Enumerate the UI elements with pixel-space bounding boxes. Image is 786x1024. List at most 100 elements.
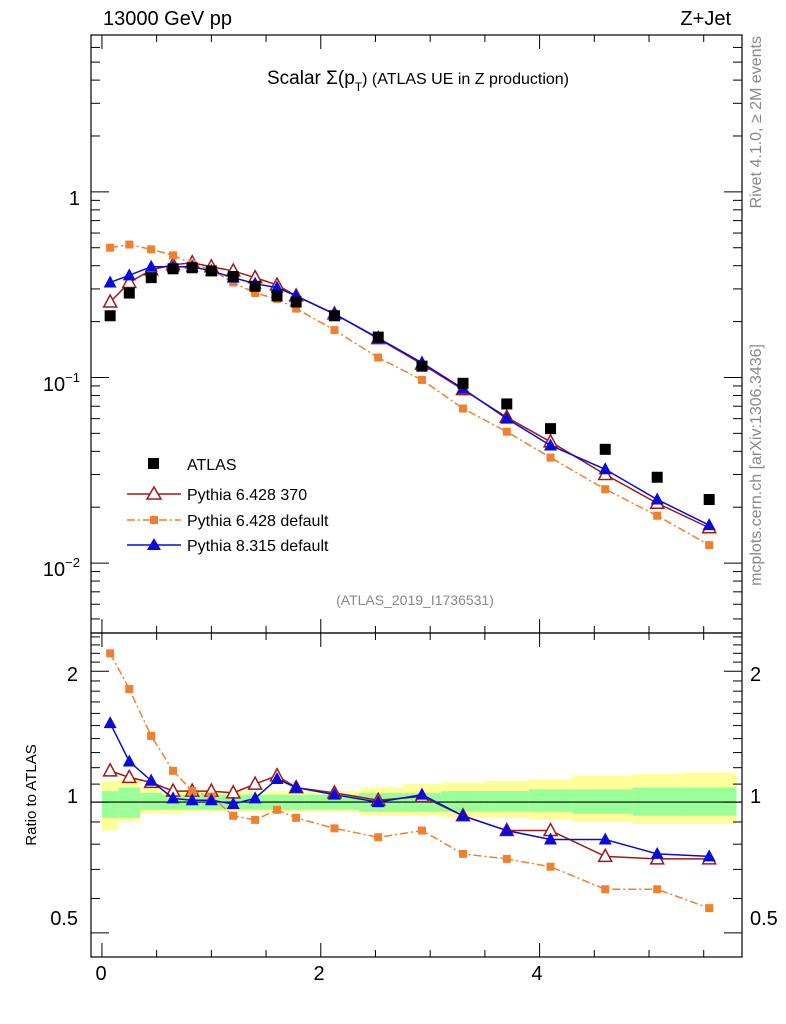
atlas-point [271, 290, 283, 302]
ratio-y-tick-0-5-left: 0.5 [50, 908, 78, 930]
pythia-6-428-default-point [502, 854, 511, 863]
pythia-8-315-default-point [327, 787, 341, 800]
y-tick-label-0-1: 10−1 [43, 370, 80, 396]
pythia-6-428-370-point [121, 768, 138, 784]
pythia-6-428-default-point [106, 243, 115, 252]
legend-marker-pythia6-default [150, 516, 158, 524]
pythia-6-428-default-point [273, 805, 281, 814]
axis-ticks [91, 34, 742, 957]
pythia-6-428-default-point [125, 240, 134, 249]
pythia-8-315-default-point [248, 791, 262, 804]
ratio-y-tick-0-5-right: 0.5 [750, 908, 778, 930]
pythia-8-315-default-point [702, 518, 716, 531]
pythia-6-428-default-point [330, 824, 339, 833]
pythia-8-315-default-point [289, 780, 303, 793]
pythia-8-315-default-point [144, 259, 158, 272]
pythia-6-428-default-point [106, 649, 115, 658]
pythia-8-315-default-point [415, 787, 429, 800]
pythia-6-428-default-point [251, 815, 260, 824]
pythia-6-428-default-point [417, 826, 426, 835]
inner-band-segment [101, 791, 119, 818]
x-tick-label-0: 0 [95, 963, 106, 985]
legend-label-atlas: ATLAS [187, 457, 237, 474]
x-tick-label-2: 2 [313, 963, 324, 985]
pythia-6-428-default-point [705, 904, 714, 913]
pythia-6-428-default-point [147, 731, 156, 740]
pythia-6-428-default-point [125, 685, 134, 694]
atlas-point [205, 265, 217, 277]
pythia-6-428-default-point [459, 849, 467, 858]
pythia-8-315-default-point [103, 275, 117, 288]
inner-band-segment [484, 791, 529, 812]
pythia-6-428-default-point [188, 787, 197, 796]
inner-band-segment [441, 791, 485, 812]
pythia-6-428-default-point [292, 304, 301, 313]
legend: ATLAS Pythia 6.428 370 Pythia 6.428 defa… [127, 457, 329, 555]
atlas-point [703, 494, 715, 506]
pythia-6-428-default-point [229, 811, 238, 820]
pythia-8-315-default-point [226, 796, 240, 809]
pythia-6-428-370-point [597, 847, 613, 863]
atlas-point [328, 310, 340, 322]
atlas-point [599, 443, 611, 455]
atlas-point [123, 287, 135, 299]
atlas-point [372, 331, 384, 343]
legend-marker-pythia8 [147, 538, 161, 550]
pythia-6-428-default-point [546, 862, 555, 871]
atlas-point [501, 398, 513, 410]
pythia-6-428-default-point [546, 453, 555, 462]
pythia-8-315-default-point [650, 846, 664, 859]
pythia-8-315-default-point [371, 795, 385, 808]
mcplots-reference-label: mcplots.cern.ch [arXiv:1306.3436] [748, 344, 765, 586]
pythia-8-315-default-point [185, 793, 199, 806]
atlas-point [290, 296, 302, 308]
pythia-6-428-default-point [374, 353, 383, 362]
atlas-point [416, 360, 428, 372]
pythia-6-428-370-point [247, 775, 263, 790]
pythia-6-428-default-point [705, 541, 714, 550]
pythia-6-428-default-point [653, 511, 662, 520]
pythia-8-315-default-point [544, 438, 558, 451]
pythia-8-315-default-point [270, 280, 284, 293]
ratio-y-tick-2-right: 2 [750, 664, 761, 686]
main-panel-series [102, 240, 717, 550]
ratio-panel-frame [90, 632, 743, 958]
pythia-8-315-default-point [166, 791, 180, 804]
y-tick-label-1: 1 [69, 188, 80, 210]
pythia-6-428-default-point [330, 326, 339, 335]
pythia-6-428-370-point [102, 762, 118, 777]
ratio-panel-series [102, 649, 717, 913]
pythia-8-315-default-point [598, 832, 612, 845]
inner-band-segment [140, 792, 163, 810]
pythia-8-315-default-point [500, 411, 514, 424]
pythia-6-428-default-point [653, 885, 662, 894]
legend-marker-pythia6-370 [145, 485, 163, 500]
ratio-y-axis-title: Ratio to ATLAS [23, 744, 40, 845]
pythia-6-428-default-point [169, 766, 178, 775]
pythia-6-428-370-point [121, 273, 138, 289]
plot-title: Scalar Σ(pT) (ATLAS UE in Z production) [267, 68, 569, 94]
analysis-id-label: (ATLAS_2019_I1736531) [336, 592, 494, 608]
atlas-point [457, 377, 469, 389]
x-tick-label-4: 4 [531, 963, 542, 985]
energy-label: 13000 GeV pp [103, 8, 232, 30]
pythia-6-428-default-point [169, 251, 178, 260]
ratio-y-tick-2-left: 2 [67, 664, 78, 686]
atlas-point [249, 280, 261, 292]
atlas-point [104, 310, 116, 322]
process-label: Z+Jet [680, 8, 731, 30]
pythia-8-315-default-point [144, 773, 158, 786]
legend-label-pythia6-default: Pythia 6.428 default [187, 513, 329, 530]
pythia-6-428-default-point [502, 427, 511, 436]
pythia-6-428-default-point [459, 404, 467, 413]
pythia-6-428-default-point [417, 375, 426, 384]
pythia-6-428-default-point [292, 813, 301, 822]
pythia-6-428-default-point [147, 245, 156, 254]
pythia-8-315-default-point [702, 849, 716, 862]
ratio-y-tick-1-right: 1 [750, 786, 761, 808]
pythia-8-315-default-point [500, 823, 514, 836]
legend-label-pythia6-370: Pythia 6.428 370 [187, 487, 307, 504]
atlas-point [167, 263, 179, 275]
legend-label-pythia8: Pythia 8.315 default [187, 538, 329, 555]
